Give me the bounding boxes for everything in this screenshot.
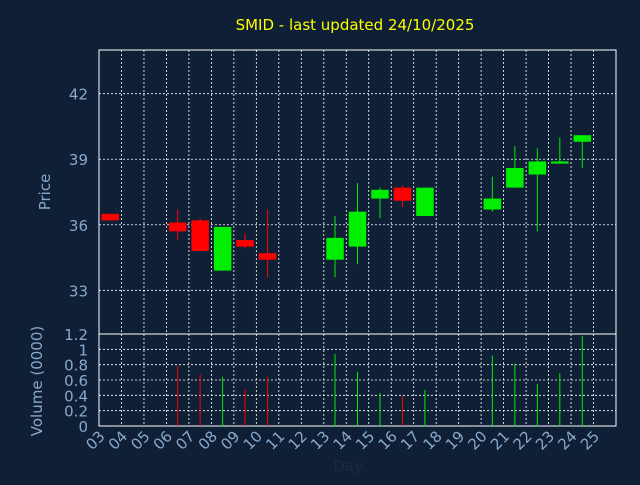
candle-body bbox=[101, 213, 120, 221]
candle-body bbox=[528, 161, 547, 175]
candle bbox=[348, 183, 367, 265]
candle-body bbox=[326, 237, 344, 260]
candle bbox=[101, 213, 120, 221]
candlesticks bbox=[101, 135, 592, 278]
candle-body bbox=[348, 211, 367, 247]
candle bbox=[528, 148, 547, 232]
volume-grid bbox=[98, 333, 617, 427]
price-tick-label: 36 bbox=[69, 217, 88, 235]
volume-y-axis: 00.20.40.60.811.2 bbox=[64, 326, 88, 436]
price-axis-label: Price bbox=[36, 174, 54, 211]
volume-tick-label: 0.4 bbox=[64, 387, 88, 405]
candle bbox=[236, 233, 254, 249]
volume-bars bbox=[177, 336, 583, 426]
candle-body bbox=[371, 189, 389, 199]
candle-body bbox=[191, 220, 209, 251]
volume-axis-label: Volume (0000) bbox=[28, 326, 46, 436]
candle-body bbox=[483, 198, 502, 210]
candle bbox=[258, 209, 277, 278]
candle-body bbox=[168, 222, 187, 232]
candle-body bbox=[236, 240, 254, 247]
candle-body bbox=[393, 187, 412, 201]
candle bbox=[573, 135, 592, 168]
candle-body bbox=[213, 226, 232, 271]
candle-body bbox=[551, 161, 569, 164]
volume-tick-label: 1 bbox=[78, 341, 88, 359]
price-tick-label: 33 bbox=[69, 282, 88, 300]
volume-tick-label: 0 bbox=[78, 418, 88, 436]
price-grid bbox=[98, 49, 617, 335]
volume-tick-label: 0.8 bbox=[64, 357, 88, 375]
candle-body bbox=[573, 135, 592, 142]
candle bbox=[213, 226, 232, 271]
x-axis: 0304050607080910111213141516171819202122… bbox=[82, 427, 603, 453]
price-tick-label: 42 bbox=[69, 86, 88, 104]
volume-tick-label: 0.6 bbox=[64, 372, 88, 390]
candle bbox=[483, 176, 502, 212]
candle bbox=[416, 187, 434, 217]
candle bbox=[551, 137, 569, 164]
candle bbox=[191, 218, 209, 251]
x-axis-label: Day bbox=[333, 457, 363, 475]
price-y-axis: 33 36 39 42 bbox=[69, 86, 88, 301]
candle bbox=[326, 216, 344, 278]
chart-title: SMID - last updated 24/10/2025 bbox=[236, 16, 475, 34]
candle bbox=[393, 185, 412, 208]
candle-body bbox=[258, 253, 277, 260]
volume-tick-label: 0.2 bbox=[64, 403, 88, 421]
candle bbox=[168, 209, 187, 241]
candle-body bbox=[506, 167, 524, 188]
price-tick-label: 39 bbox=[69, 151, 88, 169]
candle-body bbox=[416, 187, 434, 217]
volume-tick-label: 1.2 bbox=[64, 326, 88, 344]
candle bbox=[506, 146, 524, 188]
candle bbox=[371, 187, 389, 219]
